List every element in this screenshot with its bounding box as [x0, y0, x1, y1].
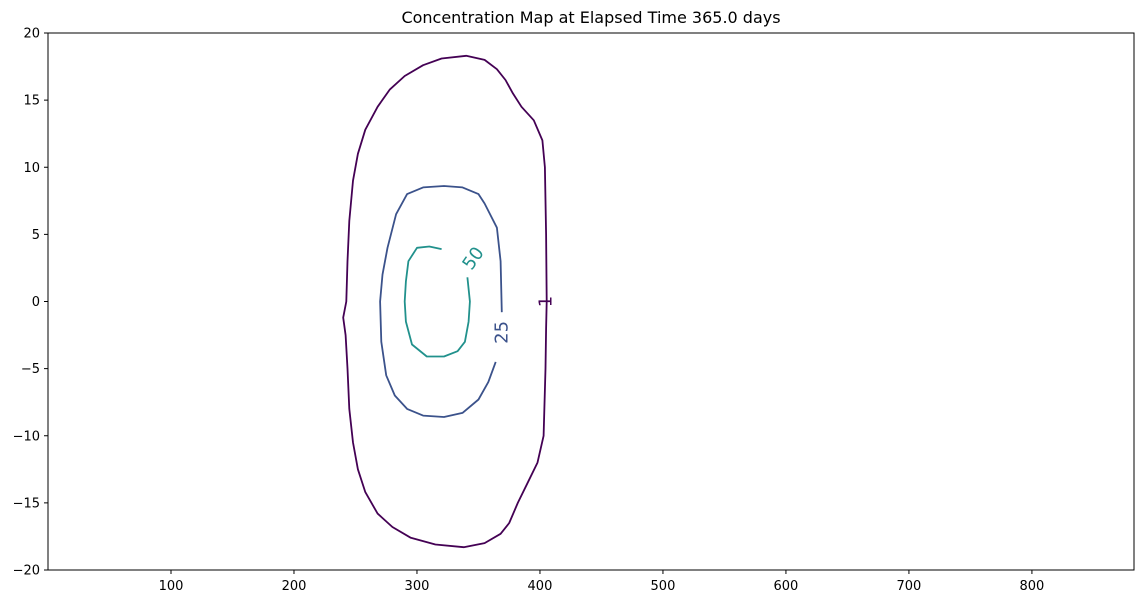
- y-tick-label: −5: [21, 362, 40, 377]
- y-tick-label: 0: [32, 295, 40, 310]
- y-tick-label: 5: [32, 228, 40, 243]
- chart-title: Concentration Map at Elapsed Time 365.0 …: [401, 8, 780, 27]
- contour-label-25: 25: [491, 321, 512, 344]
- y-tick-label: 10: [23, 161, 40, 176]
- x-tick-label: 700: [897, 579, 922, 594]
- contour-line-50: [403, 245, 471, 358]
- x-tick-label: 300: [405, 579, 430, 594]
- contour-line-1: [342, 54, 548, 549]
- x-axis: 100 200 300 400 500 600 700 800: [159, 570, 1045, 594]
- contour-label-50: 50: [458, 243, 488, 274]
- x-tick-label: 400: [528, 579, 553, 594]
- x-tick-label: 800: [1020, 579, 1045, 594]
- x-tick-label: 100: [159, 579, 184, 594]
- contour-label-1: 1: [536, 296, 557, 307]
- x-tick-label: 500: [651, 579, 676, 594]
- contour-line-25: [379, 185, 503, 418]
- y-tick-label: 20: [23, 27, 40, 42]
- plot-area-frame: [47, 32, 1135, 571]
- contour-labels: 1 25 50: [458, 243, 556, 344]
- x-tick-label: 600: [774, 579, 799, 594]
- y-tick-label: 15: [23, 94, 40, 109]
- y-tick-label: −10: [13, 429, 40, 444]
- x-tick-label: 200: [282, 579, 307, 594]
- contour-lines: [342, 54, 548, 549]
- y-tick-label: −20: [13, 564, 40, 579]
- y-axis: −20 −15 −10 −5 0 5 10 15 20: [13, 27, 48, 579]
- y-tick-label: −15: [13, 496, 40, 511]
